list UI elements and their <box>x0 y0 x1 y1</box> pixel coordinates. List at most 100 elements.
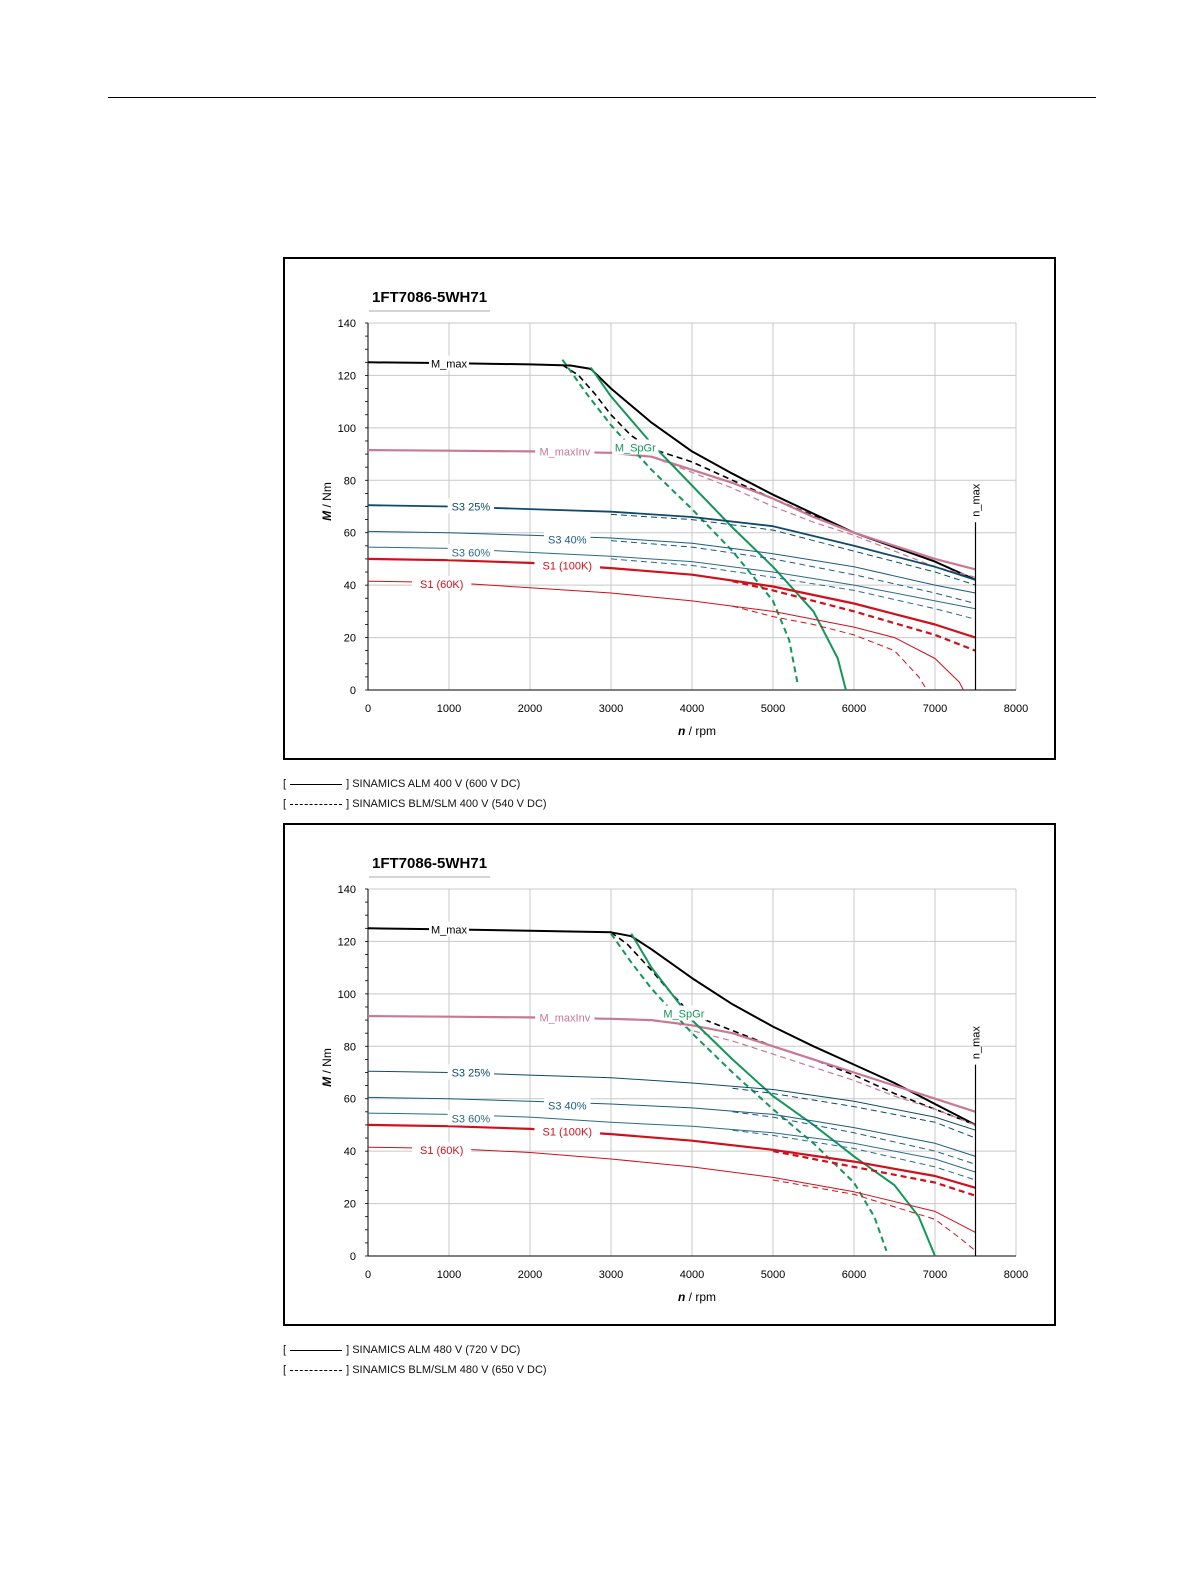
x-tick-label: 8000 <box>1004 1269 1028 1281</box>
series-label-bg <box>534 557 601 573</box>
x-tick-label: 1000 <box>437 703 461 715</box>
series-label: S1 (100K) <box>542 1126 592 1138</box>
series-label-bg <box>535 443 595 459</box>
series-label: M_SpGr <box>663 1009 704 1021</box>
x-tick-label: 7000 <box>923 1269 947 1281</box>
legend-bracket-close: ] <box>346 778 350 790</box>
x-tick-label: 1000 <box>437 1269 461 1281</box>
series-line-m-maxinv <box>367 1015 976 1113</box>
series-label-bg <box>544 531 591 547</box>
header-rule <box>108 97 1096 98</box>
x-tick-label: 2000 <box>518 1269 542 1281</box>
series-line-series-3-dashed <box>675 1022 976 1126</box>
y-tick-label: 100 <box>338 423 356 435</box>
y-axis-label: M / Nm <box>320 1048 334 1087</box>
x-tick-label: 0 <box>365 1269 371 1281</box>
legend-solid-text: SINAMICS ALM 400 V (600 V DC) <box>352 778 521 790</box>
legend-bracket-open: [ <box>283 1344 287 1356</box>
chart-title: 1FT7086-5WH71 <box>372 855 487 872</box>
series-label-bg <box>544 1097 591 1113</box>
y-axis-label: M / Nm <box>320 482 334 521</box>
y-tick-label: 80 <box>344 475 356 487</box>
x-tick-label: 4000 <box>680 703 704 715</box>
legend-dashed-text: SINAMICS BLM/SLM 400 V (540 V DC) <box>352 798 547 810</box>
series-label: M_maxInv <box>539 1012 590 1024</box>
chart-title: 1FT7086-5WH71 <box>372 289 487 306</box>
series-label-bg <box>429 921 469 937</box>
series-line-m-maxinv <box>367 449 976 571</box>
legend-note-1-dashed: [] SINAMICS BLM/SLM 400 V (540 V DC) <box>283 797 547 811</box>
legend-bracket-close: ] <box>346 798 350 810</box>
series-line-series-9-dashed <box>732 1111 976 1165</box>
x-tick-label: 0 <box>365 703 371 715</box>
x-tick-label: 8000 <box>1004 703 1028 715</box>
series-label-bg <box>447 498 495 514</box>
legend-dashed-text: SINAMICS BLM/SLM 480 V (650 V DC) <box>352 1364 547 1376</box>
series-label-bg <box>412 1141 472 1157</box>
series-line-m-max <box>367 927 976 1126</box>
n-max-label: n_max <box>971 483 983 517</box>
y-tick-label: 60 <box>344 1094 356 1106</box>
y-tick-label: 120 <box>338 370 356 382</box>
x-tick-label: 6000 <box>842 703 866 715</box>
dashed-line-sample <box>290 803 343 805</box>
legend-note-2-solid: [] SINAMICS ALM 480 V (720 V DC) <box>283 1343 520 1357</box>
x-tick-label: 5000 <box>761 1269 785 1281</box>
legend-note-1-solid: [] SINAMICS ALM 400 V (600 V DC) <box>283 777 520 791</box>
series-label-bg <box>660 1005 708 1021</box>
x-axis-label: n / rpm <box>678 724 716 738</box>
x-axis-label: n / rpm <box>678 1290 716 1304</box>
solid-line-sample <box>290 783 343 785</box>
series-label: M_SpGr <box>615 443 656 455</box>
y-tick-label: 140 <box>338 318 356 330</box>
x-tick-label: 2000 <box>518 703 542 715</box>
y-tick-label: 60 <box>344 528 356 540</box>
legend-bracket-close: ] <box>346 1364 350 1376</box>
x-tick-label: 3000 <box>599 703 623 715</box>
series-line-series-1-dashed <box>610 931 976 1126</box>
series-line-s3-40 <box>367 1096 976 1157</box>
series-label: S3 40% <box>548 1100 587 1112</box>
y-tick-label: 100 <box>338 989 356 1001</box>
series-line-s3-40 <box>367 530 976 594</box>
series-label: M_maxInv <box>539 446 590 458</box>
y-tick-label: 140 <box>338 884 356 896</box>
series-label-bg <box>447 544 495 560</box>
series-label: M_max <box>431 925 468 937</box>
legend-solid-text: SINAMICS ALM 480 V (720 V DC) <box>352 1344 521 1356</box>
series-line-series-11-dashed <box>610 558 976 620</box>
legend-bracket-open: [ <box>283 1364 287 1376</box>
series-line-series-11-dashed <box>732 1129 976 1181</box>
series-line-series-7-dashed <box>732 1087 976 1139</box>
y-tick-label: 40 <box>344 580 356 592</box>
torque-speed-chart-1: 1FT7086-5WH71 0 1000 2000 3000 4000 5000 6000 70… <box>320 289 1028 738</box>
y-tick-label: 120 <box>338 936 356 948</box>
series-line-m-spgr <box>589 367 847 691</box>
legend-bracket-open: [ <box>283 778 287 790</box>
series-line-series-13-dashed <box>772 1150 976 1197</box>
series-line-m-spgr <box>630 933 936 1257</box>
series-label-bg <box>534 1123 601 1139</box>
n-max-label: n_max <box>971 1026 983 1060</box>
series-label: M_max <box>431 359 468 371</box>
dashed-line-sample <box>290 1369 343 1371</box>
legend-bracket-open: [ <box>283 798 287 810</box>
series-label: S1 (60K) <box>420 579 463 591</box>
series-line-series-15-dashed <box>732 605 928 691</box>
y-tick-label: 40 <box>344 1146 356 1158</box>
x-tick-label: 5000 <box>761 703 785 715</box>
series-line-s1-100k <box>367 1123 976 1189</box>
y-tick-label: 20 <box>344 1199 356 1211</box>
x-tick-label: 7000 <box>923 703 947 715</box>
series-line-series-7-dashed <box>610 513 976 586</box>
chart-frame-1: 1FT7086-5WH71 0 1000 2000 3000 4000 5000 6000 70… <box>283 257 1056 760</box>
series-line-series-1-dashed <box>561 364 976 581</box>
series-line-series-15-dashed <box>772 1179 976 1252</box>
legend-note-2-dashed: [] SINAMICS BLM/SLM 480 V (650 V DC) <box>283 1363 547 1377</box>
series-line-series-5-dashed <box>561 359 799 683</box>
solid-line-sample <box>290 1349 343 1351</box>
series-label: S3 60% <box>452 547 491 559</box>
x-tick-label: 6000 <box>842 1269 866 1281</box>
series-line-s1-100k <box>367 557 976 639</box>
